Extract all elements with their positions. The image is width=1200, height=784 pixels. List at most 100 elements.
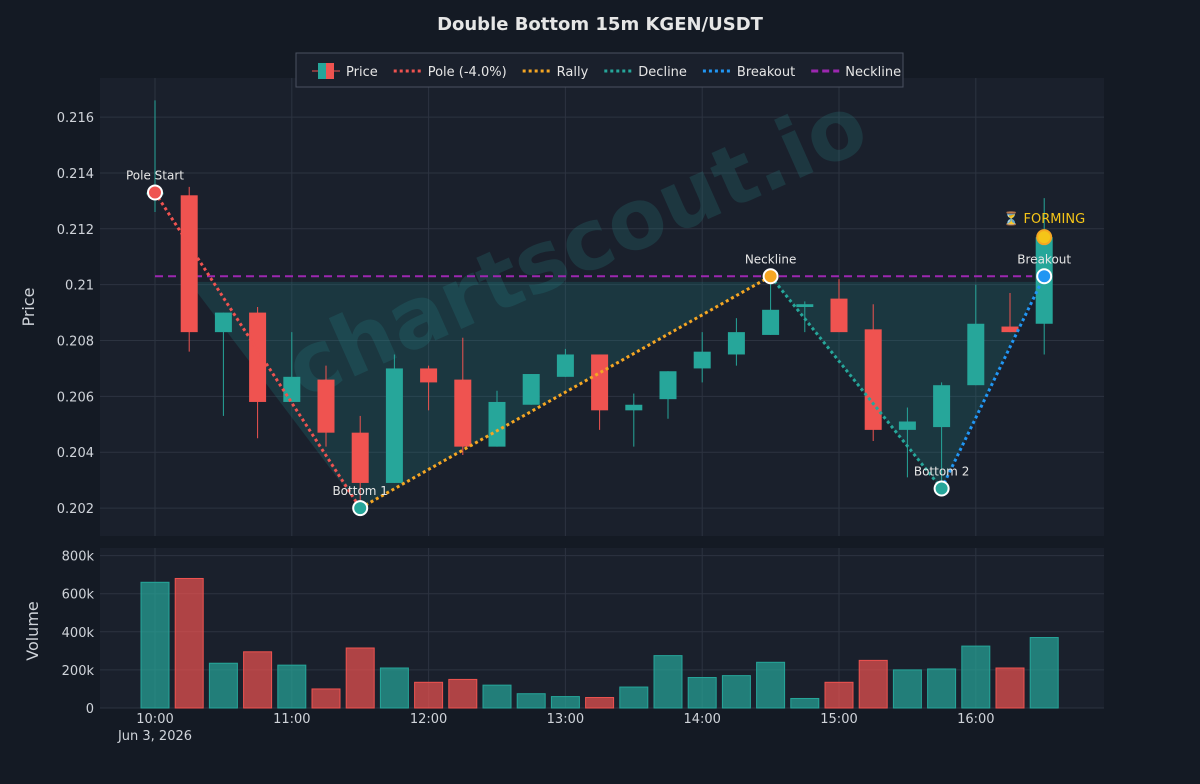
candle-body	[864, 329, 882, 430]
volume-bar	[927, 668, 957, 709]
volume-tick-label: 800k	[62, 550, 95, 565]
volume-bar	[414, 681, 444, 709]
pattern-point-marker	[352, 500, 369, 517]
candle-body	[283, 376, 301, 402]
x-tick-label: 16:00	[957, 712, 994, 727]
price-tick-label: 0.206	[57, 390, 94, 405]
candle-body	[214, 312, 232, 333]
price-tick-label: 0.214	[57, 167, 94, 182]
pattern-markers: Pole Start Bottom 1 Neckline Bottom 2 Breako…	[126, 169, 1085, 517]
candle-body	[249, 312, 267, 402]
volume-bar	[721, 675, 751, 709]
candle-body	[967, 323, 985, 386]
pattern-point-marker	[1036, 268, 1053, 285]
pattern-point-label: Neckline	[745, 252, 797, 266]
legend-label: Decline	[638, 65, 687, 80]
volume-bar	[892, 669, 922, 709]
x-tick-label: 14:00	[683, 712, 720, 727]
candle-body	[830, 298, 848, 333]
pattern-point-marker	[147, 184, 163, 201]
candle-body	[898, 421, 916, 430]
legend-box	[295, 52, 904, 88]
pattern-point-label: Bottom 2	[914, 465, 969, 479]
candle-body	[420, 368, 438, 383]
axes: 10:00 11:00 12:00 13:00 14:00 15:00 16:00 Jun 3…	[57, 111, 995, 744]
candle-body	[659, 371, 677, 400]
candle-body	[591, 354, 609, 411]
candle-body	[727, 332, 745, 355]
volume-bar	[995, 667, 1025, 709]
price-tick-label: 0.204	[57, 446, 94, 461]
price-axis-label: Price	[19, 287, 38, 326]
volume-bar	[208, 662, 238, 709]
candle-body	[317, 379, 335, 433]
legend-label: Neckline	[845, 65, 901, 80]
volume-tick-label: 200k	[62, 664, 95, 679]
volume-bar	[345, 647, 375, 709]
candle-body	[1001, 326, 1019, 333]
volume-bar	[243, 651, 273, 709]
volume-bar	[653, 655, 683, 709]
candle-body	[762, 309, 780, 335]
pattern-point-label: Breakout	[1017, 252, 1071, 266]
forming-label: ⏳ FORMING	[1003, 211, 1085, 227]
price-tick-label: 0.216	[57, 111, 94, 126]
pattern-point-marker	[762, 268, 779, 285]
rally-line	[359, 274, 772, 510]
volume-bar	[550, 696, 580, 709]
candle-body	[693, 351, 711, 369]
volume-bar	[687, 677, 717, 709]
candle-body	[351, 432, 369, 483]
price-panel	[100, 78, 1104, 536]
volume-tick-label: 600k	[62, 588, 95, 603]
pattern-lines	[153, 191, 1046, 510]
candle-body	[522, 374, 540, 405]
price-tick-label: 0.212	[57, 223, 94, 238]
volume-bar	[858, 659, 888, 709]
price-tick-label: 0.21	[65, 279, 94, 294]
volume-axis-label: Volume	[23, 601, 42, 661]
candle-body	[556, 354, 574, 377]
volume-bar	[174, 577, 204, 709]
volume-bar	[277, 664, 307, 709]
legend-label: Price	[346, 65, 378, 80]
x-tick-label: 13:00	[547, 712, 584, 727]
x-tick-label: 15:00	[820, 712, 857, 727]
x-tick-label: 10:00	[136, 712, 173, 727]
pole-line	[153, 191, 362, 509]
volume-bar	[790, 697, 820, 709]
candles	[146, 100, 1053, 506]
volume-bar	[1029, 637, 1059, 709]
legend-label: Pole (-4.0%)	[428, 65, 507, 80]
legend-label: Breakout	[737, 65, 795, 80]
x-tick-label: 11:00	[273, 712, 310, 727]
volume-bar	[448, 678, 478, 709]
volume-bar	[756, 661, 786, 709]
chart-title: Double Bottom 15m KGEN/USDT	[437, 14, 764, 35]
x-date-label: Jun 3, 2026	[117, 729, 192, 744]
volume-bar	[482, 684, 512, 709]
price-tick-label: 0.202	[57, 502, 94, 517]
candle-body	[454, 379, 472, 447]
candle-body	[180, 195, 198, 333]
volume-bar	[379, 667, 409, 709]
pattern-point-marker	[933, 480, 950, 497]
volume-bar	[516, 693, 546, 709]
legend: Price Pole (-4.0%) Rally Decline Breakout Nec…	[295, 52, 904, 88]
candle-body	[625, 404, 643, 411]
candle-body	[796, 304, 814, 307]
volume-bar	[619, 686, 649, 709]
legend-label: Rally	[557, 65, 589, 80]
volume-tick-label: 400k	[62, 626, 95, 641]
volume-bar	[824, 681, 854, 709]
legend-price-swatch-up	[318, 63, 326, 79]
x-tick-label: 12:00	[410, 712, 447, 727]
volume-bar	[961, 645, 991, 709]
volume-bar	[140, 581, 170, 709]
volume-bar	[585, 697, 615, 709]
candle-body	[488, 401, 506, 447]
candle-body	[385, 368, 403, 483]
price-tick-label: 0.208	[57, 335, 94, 350]
pattern-point-label: Pole Start	[126, 169, 184, 183]
